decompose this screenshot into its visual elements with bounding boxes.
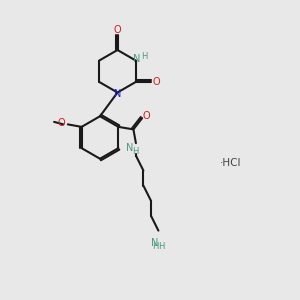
Text: ·HCl: ·HCl [220, 158, 242, 167]
Text: O: O [57, 118, 65, 128]
Text: N: N [126, 142, 133, 153]
Text: H: H [158, 242, 165, 251]
Text: H: H [141, 52, 147, 61]
Text: N: N [114, 89, 121, 99]
Text: O: O [114, 25, 121, 35]
Text: H: H [132, 147, 139, 156]
Text: N: N [134, 54, 141, 64]
Text: O: O [143, 111, 151, 121]
Text: N: N [151, 238, 158, 248]
Text: O: O [153, 77, 160, 87]
Text: H: H [152, 242, 159, 251]
